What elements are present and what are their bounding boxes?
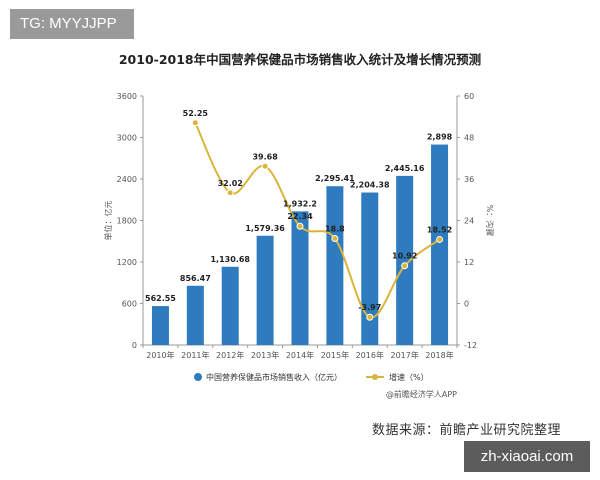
- x-tick-label: 2013年: [251, 350, 279, 360]
- growth-value-label: 52.25: [183, 109, 209, 118]
- growth-point: [436, 235, 444, 243]
- bar-value-label: 2,295.41: [315, 174, 355, 183]
- y-right-tick-label: 48: [464, 134, 474, 143]
- y-left-tick-label: 3000: [117, 134, 137, 143]
- bar-value-label: 1,579.36: [245, 224, 285, 233]
- growth-value-label: 22.34: [287, 212, 313, 221]
- axes: 0 600 1200 1800 2400 3000 3600 -12 0 12 24 36 48 60 20…: [103, 92, 495, 360]
- bar: [396, 175, 414, 345]
- y-right-tick-label: 12: [464, 258, 474, 267]
- x-tick-label: 2014年: [286, 350, 314, 360]
- x-tick-label: 2016年: [356, 350, 384, 360]
- y-right-tick-label: 36: [464, 175, 474, 184]
- x-tick-label: 2012年: [216, 350, 244, 360]
- growth-point: [401, 262, 409, 270]
- growth-line: [191, 119, 444, 321]
- bars: [151, 144, 449, 345]
- bar-value-label: 1,932.2: [283, 199, 317, 208]
- legend-line-label: 增速（%）: [389, 372, 429, 382]
- bar-value-label: 2,445.16: [385, 164, 425, 173]
- bar-value-label: 562.55: [145, 294, 176, 303]
- growth-value-label: 18.52: [427, 225, 452, 234]
- site-tag: zh-xiaoai.com: [464, 441, 590, 472]
- bar-value-label: 2,204.38: [350, 181, 390, 190]
- growth-point: [226, 189, 234, 197]
- y-left-tick-label: 1800: [117, 217, 137, 226]
- growth-point: [261, 162, 269, 170]
- x-tick-label: 2011年: [181, 350, 209, 360]
- y-left-tick-label: 0: [132, 341, 137, 350]
- growth-value-label: 39.68: [252, 152, 278, 161]
- bar: [221, 266, 239, 345]
- growth-point: [191, 119, 199, 127]
- legend-line-marker: [372, 374, 378, 380]
- bar: [361, 192, 379, 345]
- growth-point: [296, 222, 304, 230]
- growth-value-label: -3.97: [358, 303, 381, 312]
- bar: [291, 211, 309, 345]
- bar: [326, 186, 344, 345]
- growth-point: [366, 313, 374, 321]
- y-right-tick-label: 24: [464, 217, 474, 226]
- y-right-tick-label: 0: [464, 300, 469, 309]
- y-left-tick-label: 600: [122, 300, 137, 309]
- legend-bar-swatch: [194, 373, 202, 381]
- legend-bar-label: 中国营养保健品市场销售收入（亿元）: [206, 372, 342, 382]
- bar: [151, 306, 169, 345]
- x-tick-label: 2017年: [390, 350, 418, 360]
- bar: [186, 285, 204, 345]
- y-left-tick-label: 2400: [117, 175, 137, 184]
- chart-credit: @前瞻经济学人APP: [386, 389, 457, 399]
- x-tick-label: 2018年: [425, 350, 453, 360]
- growth-value-label: 18.8: [325, 224, 345, 233]
- data-labels: 562.55 856.47 1,130.68 1,579.36 1,932.2 2,295…: [145, 109, 453, 312]
- growth-value-label: 32.02: [218, 179, 243, 188]
- chart-title: 2010-2018年中国营养保健品市场销售收入统计及增长情况预测: [118, 52, 482, 67]
- bar: [256, 235, 274, 345]
- y-right-axis-label: %：沟骤: [485, 205, 495, 237]
- watermark-tag: TG: MYYJJPP: [10, 9, 134, 39]
- growth-value-label: 10.92: [392, 252, 417, 261]
- bar: [431, 144, 449, 345]
- growth-point: [331, 234, 339, 242]
- source-text: 数据来源：前瞻产业研究院整理: [372, 423, 562, 438]
- x-tick-label: 2010年: [146, 350, 174, 360]
- x-tick-label: 2015年: [321, 350, 349, 360]
- legend: 中国营养保健品市场销售收入（亿元） 增速（%） @前瞻经济学人APP: [194, 372, 457, 399]
- y-left-axis-label: 单位：亿元: [103, 201, 113, 241]
- y-left-tick-label: 1200: [117, 258, 137, 267]
- y-left-tick-label: 3600: [117, 92, 137, 101]
- bar-value-label: 1,130.68: [210, 255, 250, 264]
- y-right-tick-label: 60: [464, 92, 474, 101]
- y-right-tick-label: -12: [464, 341, 477, 350]
- bar-value-label: 856.47: [180, 274, 211, 283]
- bar-value-label: 2,898: [427, 133, 453, 142]
